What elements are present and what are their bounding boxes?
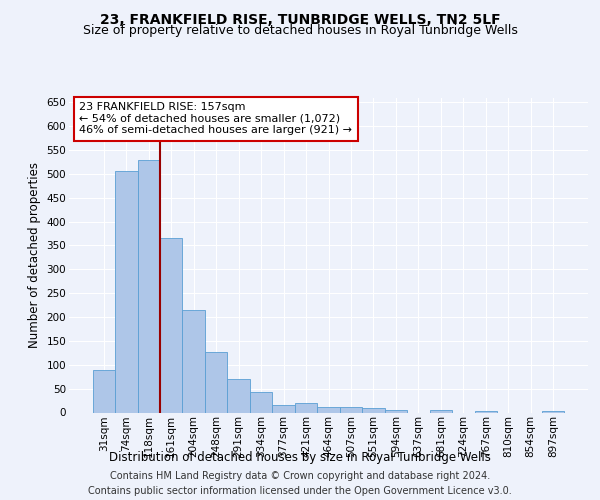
Bar [475,410,497,412]
Bar [205,352,227,412]
Bar [137,160,160,412]
Bar [272,405,295,412]
Bar [182,310,205,412]
Bar [295,404,317,412]
Text: 23 FRANKFIELD RISE: 157sqm
← 54% of detached houses are smaller (1,072)
46% of s: 23 FRANKFIELD RISE: 157sqm ← 54% of deta… [79,102,352,136]
Bar [250,392,272,412]
Bar [317,407,340,412]
Bar [385,410,407,412]
Text: 23, FRANKFIELD RISE, TUNBRIDGE WELLS, TN2 5LF: 23, FRANKFIELD RISE, TUNBRIDGE WELLS, TN… [100,12,500,26]
Bar [430,410,452,412]
Text: Contains HM Land Registry data © Crown copyright and database right 2024.
Contai: Contains HM Land Registry data © Crown c… [88,471,512,496]
Y-axis label: Number of detached properties: Number of detached properties [28,162,41,348]
Bar [542,410,565,412]
Bar [115,170,137,412]
Bar [160,238,182,412]
Text: Distribution of detached houses by size in Royal Tunbridge Wells: Distribution of detached houses by size … [109,451,491,464]
Text: Size of property relative to detached houses in Royal Tunbridge Wells: Size of property relative to detached ho… [83,24,517,37]
Bar [92,370,115,412]
Bar [362,408,385,412]
Bar [227,379,250,412]
Bar [340,407,362,412]
